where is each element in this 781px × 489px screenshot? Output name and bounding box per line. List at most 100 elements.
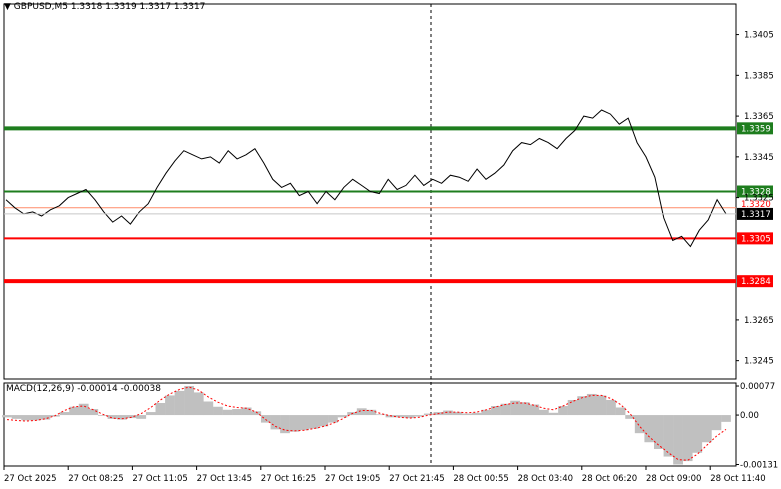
y-tick-label: 1.3345 [744,153,774,163]
macd-bar [711,415,722,431]
x-tick-label: 27 Oct 13:45 [197,474,252,484]
macd-bar [701,415,712,443]
macd-bar [145,412,156,416]
macd-bar [174,390,185,416]
macd-bar [663,415,674,457]
macd-bar [40,415,51,420]
macd-bar [366,409,377,416]
macd-bar [270,415,281,430]
macd-bar [538,409,549,416]
macd-pane[interactable] [2,382,737,467]
y-tick-label: 1.3385 [744,71,774,81]
price-line [5,109,727,248]
macd-bar [289,415,300,432]
macd-bar [78,403,89,416]
macd-bar [59,412,70,416]
macd-bar [423,413,434,416]
y-tick-label: 1.3405 [744,31,774,41]
level-label-bg-1.3305 [737,232,773,245]
macd-bar [692,415,703,453]
macd-bar [21,415,32,421]
x-tick-label: 27 Oct 19:05 [325,474,380,484]
macd-bar [213,406,223,416]
macd-bar [328,415,338,423]
macd-bar [577,396,588,416]
macd-bar [443,410,453,416]
macd-bar [644,415,655,443]
macd-bar [491,406,501,416]
macd-bar [97,415,108,416]
bid-label-bg [737,207,773,220]
x-tick-label: 27 Oct 16:25 [261,474,316,484]
x-tick-label: 27 Oct 11:05 [132,474,187,484]
macd-bar [500,403,511,416]
macd-bar [452,412,463,416]
macd-bar [2,415,12,418]
y-tick-label: 1.3325 [744,194,774,204]
macd-bar [356,408,367,416]
macd-bar [586,393,597,416]
macd-bar [471,412,482,416]
macd-bar [184,386,195,416]
macd-bar [260,415,271,423]
macd-bar [88,409,99,416]
macd-bar [596,395,607,416]
macd-bar [481,409,492,416]
macd-bar [69,406,79,416]
macd-bar [165,395,175,416]
macd-bar [634,415,645,434]
macd-bar [519,402,530,416]
macd-bar [136,415,147,419]
level-label-1.3328: 1.3328 [741,188,771,198]
macd-bar [203,401,214,416]
macd-bar [510,400,520,416]
level-label-bg-1.3328 [737,185,773,198]
macd-bar [615,407,626,416]
macd-bar [299,415,310,431]
macd-bar [721,415,731,422]
x-tick-label: 28 Oct 09:00 [646,474,701,484]
macd-bar [529,404,540,416]
macd-bar [654,415,664,450]
macd-bar [117,415,127,420]
x-tick-label: 27 Oct 08:25 [68,474,123,484]
symbol-label: GBPUSD,M5 [13,2,68,12]
macd-bar [673,415,683,465]
x-tick-label: 28 Oct 00:55 [453,474,508,484]
y-tick-label: 1.3365 [744,112,774,122]
signal-line [6,386,727,461]
macd-bar [222,409,233,416]
macd-bar [30,415,41,421]
level-label-bg-1.3284 [737,275,773,288]
macd-bar [682,415,693,462]
level-label-1.3284: 1.3284 [741,277,771,287]
macd-bar [232,409,242,416]
macd-bar [606,399,616,416]
macd-bar [308,415,319,429]
macd-bar [241,407,252,416]
price-pane[interactable] [3,3,737,466]
y-tick-label: 1.3245 [744,357,774,367]
level-label-bg-1.3359 [737,122,773,135]
macd-bar [375,414,386,416]
macd-bar [414,415,425,417]
x-tick-label: 27 Oct 2025 [4,474,57,484]
x-tick-label: 28 Oct 03:40 [518,474,573,484]
chart-header: ▼ GBPUSD,M5 1.3318 1.3319 1.3317 1.3317 [4,2,205,12]
level-label-1.3305: 1.3305 [741,234,771,244]
macd-bar [11,415,22,419]
macd-bar [462,413,473,416]
ask-label: 1.3320 [741,200,771,210]
macd-bar [625,415,636,419]
macd-bar [337,415,348,418]
macd-bar [558,406,568,416]
x-tick-label: 28 Oct 06:20 [582,474,637,484]
macd-pane-border [3,382,737,467]
macd-bar [318,415,329,427]
macd-bar [395,415,405,418]
macd-y-tick-label: -0.00131 [740,460,778,470]
bid-label: 1.3317 [741,210,771,220]
collapse-arrow-icon[interactable]: ▼ [4,2,11,12]
